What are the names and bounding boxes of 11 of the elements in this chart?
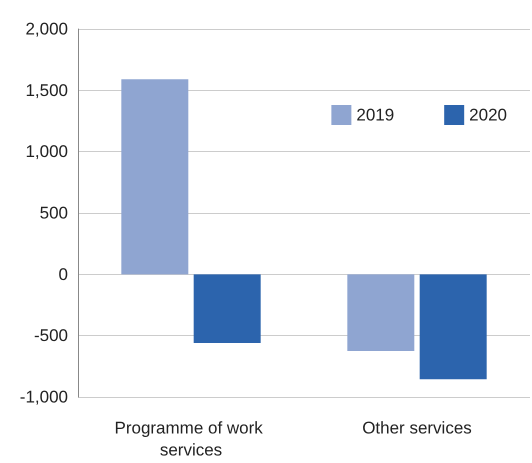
y-tick-label: -1,000 — [20, 388, 68, 406]
y-tick-label: 1,500 — [25, 80, 68, 100]
x-tick-label: Other services — [362, 418, 472, 438]
x-tick-label: Programme of work services — [114, 418, 268, 460]
legend-label: 2019 — [356, 106, 394, 124]
y-tick-label: -500 — [34, 326, 68, 346]
y-tick-label: 0 — [58, 264, 68, 284]
y-tick-label: 2,000 — [25, 20, 68, 38]
y-tick-label: 1,000 — [25, 142, 68, 162]
y-tick-label: 500 — [40, 204, 68, 222]
legend-label: 2020 — [469, 106, 508, 124]
